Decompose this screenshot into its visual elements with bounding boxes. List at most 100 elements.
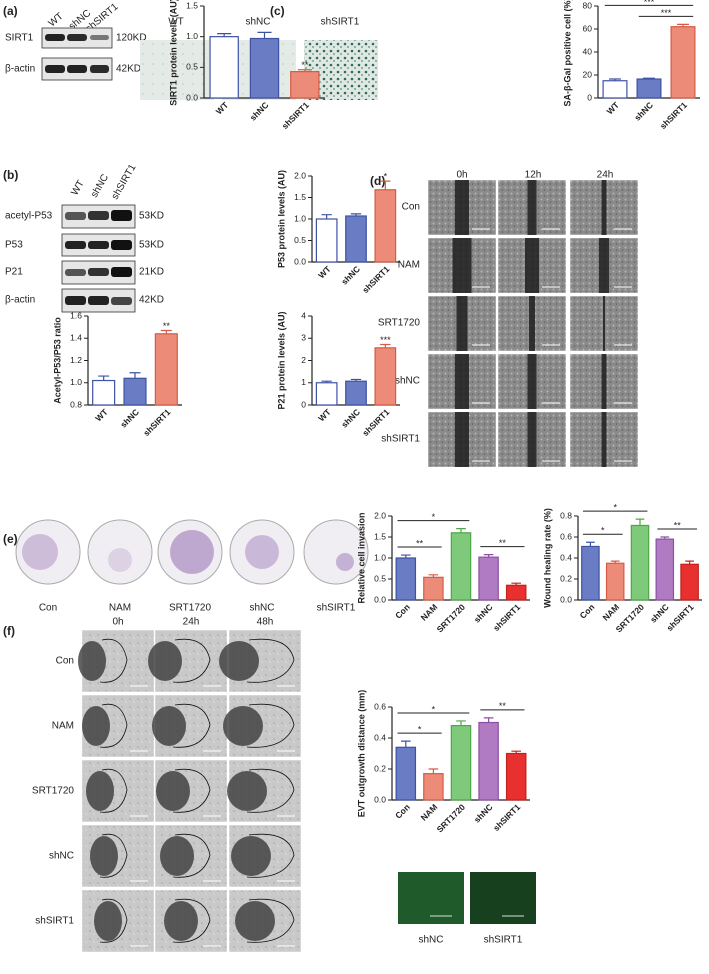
y-tick-label: 0.0 bbox=[374, 594, 386, 604]
x-tick-label: NAM bbox=[600, 602, 621, 623]
panel-label: (b) bbox=[3, 168, 18, 182]
y-tick-label: 0.4 bbox=[560, 552, 572, 562]
y-tick-label: 0 bbox=[587, 92, 592, 102]
dish-label: SRT1720 bbox=[169, 603, 212, 614]
significance-label: ** bbox=[416, 538, 424, 548]
bar bbox=[92, 379, 116, 406]
error-bar bbox=[483, 554, 494, 558]
x-tick-label: shNC bbox=[632, 100, 655, 123]
image-label: shNC bbox=[418, 935, 443, 946]
bar bbox=[423, 576, 444, 601]
blot bbox=[61, 204, 136, 313]
row-label: NAM bbox=[52, 721, 74, 732]
bar bbox=[123, 377, 147, 406]
bar bbox=[345, 215, 367, 263]
image-label: shSIRT1 bbox=[321, 17, 360, 28]
significance-label: *** bbox=[661, 8, 672, 18]
error-bar bbox=[350, 378, 362, 382]
error-bar bbox=[511, 750, 522, 754]
significance-label: * bbox=[432, 704, 436, 714]
y-tick-label: 1.5 bbox=[374, 531, 386, 541]
blot-size-label: 42KD bbox=[116, 64, 141, 75]
fluorescence-images bbox=[398, 872, 536, 924]
y-axis-label: EVT outgrowth distance (mm) bbox=[356, 690, 366, 818]
blot-size-label: 53KD bbox=[139, 211, 164, 222]
bar bbox=[581, 545, 600, 601]
significance-label: * bbox=[384, 172, 388, 182]
error-bar bbox=[586, 541, 595, 547]
x-tick-label: shNC bbox=[248, 100, 271, 123]
y-tick-label: 2 bbox=[301, 355, 306, 365]
y-tick-label: 4 bbox=[301, 310, 306, 320]
dish-label: shNC bbox=[249, 603, 274, 614]
error-bar bbox=[428, 574, 439, 578]
panel-label: (d) bbox=[370, 174, 385, 188]
y-tick-label: 1.0 bbox=[294, 213, 306, 223]
row-label: Con bbox=[402, 202, 420, 213]
y-tick-label: 2.0 bbox=[374, 510, 386, 520]
y-tick-label: 0.0 bbox=[374, 794, 386, 804]
y-axis-label: Wound healing rate (%) bbox=[542, 508, 552, 608]
y-tick-label: 20 bbox=[583, 69, 593, 79]
y-tick-label: 0.2 bbox=[560, 573, 572, 583]
significance-label: ** bbox=[674, 520, 682, 530]
blot-size-label: 21KD bbox=[139, 267, 164, 278]
dish-label: shSIRT1 bbox=[317, 603, 356, 614]
x-tick-label: NAM bbox=[419, 802, 440, 823]
blot-row-label: P53 bbox=[5, 240, 23, 251]
blot-size-label: 120KD bbox=[116, 33, 147, 44]
bar bbox=[374, 347, 397, 406]
error-bar bbox=[350, 213, 362, 216]
dish-label: NAM bbox=[109, 603, 131, 614]
x-tick-label: WT bbox=[316, 406, 333, 423]
error-bar bbox=[380, 343, 391, 348]
error-bar bbox=[635, 518, 645, 526]
bar bbox=[345, 380, 367, 406]
y-tick-label: 0.6 bbox=[560, 531, 572, 541]
y-tick-label: 1.2 bbox=[70, 355, 82, 365]
bar bbox=[630, 524, 650, 601]
row-label: shSIRT1 bbox=[381, 434, 420, 445]
y-tick-label: 80 bbox=[583, 0, 593, 10]
y-tick-label: 0.4 bbox=[374, 732, 386, 742]
image-label: shSIRT1 bbox=[484, 935, 523, 946]
y-tick-label: 1.6 bbox=[70, 310, 82, 320]
bar bbox=[478, 556, 499, 601]
bar bbox=[249, 37, 280, 99]
y-tick-label: 0.0 bbox=[560, 594, 572, 604]
error-bar bbox=[129, 372, 141, 379]
error-bar bbox=[643, 77, 655, 80]
panel-label: (c) bbox=[270, 4, 285, 18]
x-tick-label: Con bbox=[393, 802, 412, 821]
y-tick-label: 0 bbox=[301, 399, 306, 409]
bar bbox=[680, 563, 699, 601]
bar bbox=[450, 724, 472, 801]
y-tick-label: 1.5 bbox=[294, 192, 306, 202]
error-bar bbox=[610, 560, 620, 564]
blot-row-label: SIRT1 bbox=[5, 33, 34, 44]
row-label: shNC bbox=[49, 851, 74, 862]
x-tick-label: WT bbox=[93, 406, 110, 423]
error-bar bbox=[660, 536, 670, 540]
time-label: 48h bbox=[257, 617, 274, 628]
error-bar bbox=[400, 740, 411, 748]
time-label: 24h bbox=[597, 170, 614, 181]
error-bar bbox=[297, 69, 312, 72]
error-bar bbox=[380, 180, 391, 190]
x-tick-label: WT bbox=[214, 99, 231, 116]
bar bbox=[395, 746, 417, 801]
explant-images bbox=[78, 629, 302, 953]
error-bar bbox=[511, 582, 522, 586]
error-bar bbox=[217, 33, 232, 37]
x-tick-label: shNC bbox=[118, 407, 141, 430]
row-label: NAM bbox=[398, 260, 420, 271]
x-tick-label: Con bbox=[393, 602, 412, 621]
y-tick-label: 0.0 bbox=[186, 92, 198, 102]
row-label: shNC bbox=[395, 376, 420, 387]
panel-label: (f) bbox=[3, 624, 15, 638]
y-tick-label: 40 bbox=[583, 46, 593, 56]
error-bar bbox=[677, 23, 689, 27]
x-tick-label: SRT1720 bbox=[435, 602, 468, 635]
